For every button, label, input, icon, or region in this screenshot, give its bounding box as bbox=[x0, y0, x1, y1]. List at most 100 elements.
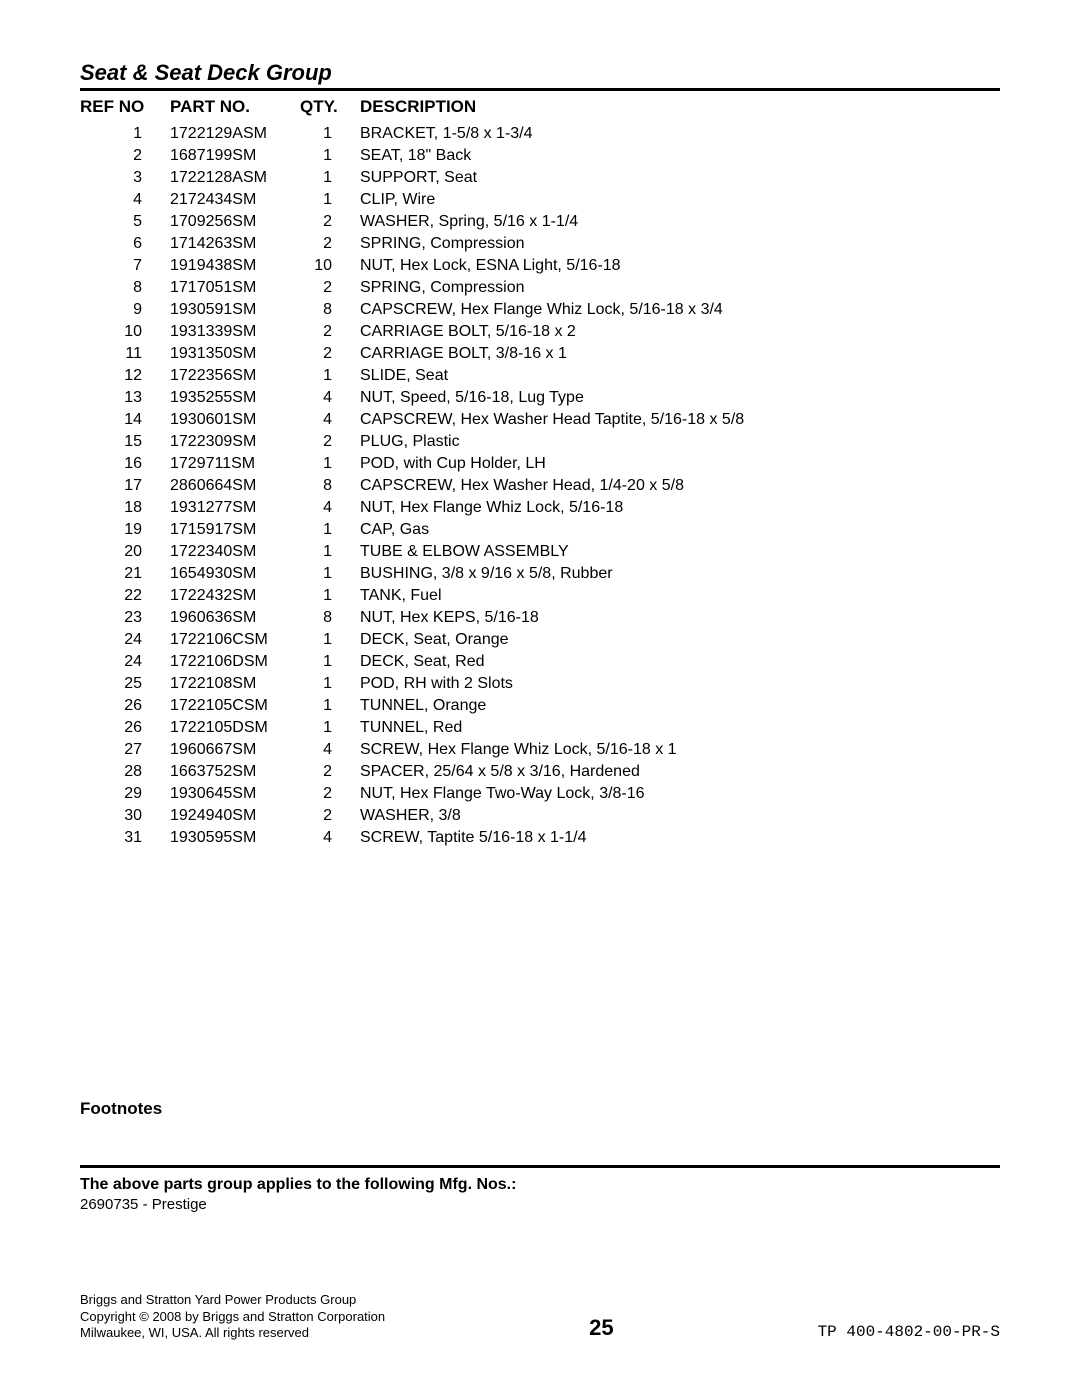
cell-desc: NUT, Hex Lock, ESNA Light, 5/16-18 bbox=[360, 255, 1000, 277]
table-row: 11722129ASM1BRACKET, 1-5/8 x 1-3/4 bbox=[80, 123, 1000, 145]
cell-qty: 8 bbox=[300, 607, 360, 629]
table-row: 181931277SM4NUT, Hex Flange Whiz Lock, 5… bbox=[80, 497, 1000, 519]
cell-desc: CARRIAGE BOLT, 5/16-18 x 2 bbox=[360, 321, 1000, 343]
cell-part: 1924940SM bbox=[170, 805, 300, 827]
cell-desc: SPRING, Compression bbox=[360, 277, 1000, 299]
table-row: 121722356SM1SLIDE, Seat bbox=[80, 365, 1000, 387]
table-row: 261722105DSM1TUNNEL, Red bbox=[80, 717, 1000, 739]
table-row: 31722128ASM1SUPPORT, Seat bbox=[80, 167, 1000, 189]
cell-desc: TUNNEL, Orange bbox=[360, 695, 1000, 717]
cell-part: 1722129ASM bbox=[170, 123, 300, 145]
divider bbox=[80, 1165, 1000, 1168]
cell-qty: 2 bbox=[300, 761, 360, 783]
table-row: 241722106DSM1DECK, Seat, Red bbox=[80, 651, 1000, 673]
cell-qty: 1 bbox=[300, 167, 360, 189]
page-footer: Briggs and Stratton Yard Power Products … bbox=[80, 1292, 1000, 1341]
cell-qty: 2 bbox=[300, 211, 360, 233]
cell-part: 1919438SM bbox=[170, 255, 300, 277]
cell-ref: 14 bbox=[80, 409, 170, 431]
cell-qty: 1 bbox=[300, 189, 360, 211]
table-row: 311930595SM4SCREW, Taptite 5/16-18 x 1-1… bbox=[80, 827, 1000, 849]
cell-part: 1931339SM bbox=[170, 321, 300, 343]
cell-qty: 4 bbox=[300, 739, 360, 761]
cell-ref: 19 bbox=[80, 519, 170, 541]
page-number: 25 bbox=[385, 1315, 817, 1341]
cell-desc: BRACKET, 1-5/8 x 1-3/4 bbox=[360, 123, 1000, 145]
cell-qty: 2 bbox=[300, 783, 360, 805]
cell-qty: 8 bbox=[300, 299, 360, 321]
cell-part: 1722105CSM bbox=[170, 695, 300, 717]
cell-desc: NUT, Hex KEPS, 5/16-18 bbox=[360, 607, 1000, 629]
table-row: 201722340SM1TUBE & ELBOW ASSEMBLY bbox=[80, 541, 1000, 563]
table-row: 21687199SM1SEAT, 18" Back bbox=[80, 145, 1000, 167]
table-row: 271960667SM4SCREW, Hex Flange Whiz Lock,… bbox=[80, 739, 1000, 761]
table-row: 231960636SM8NUT, Hex KEPS, 5/16-18 bbox=[80, 607, 1000, 629]
cell-ref: 25 bbox=[80, 673, 170, 695]
cell-qty: 4 bbox=[300, 497, 360, 519]
cell-desc: CAPSCREW, Hex Washer Head, 1/4-20 x 5/8 bbox=[360, 475, 1000, 497]
cell-ref: 24 bbox=[80, 629, 170, 651]
table-row: 172860664SM8CAPSCREW, Hex Washer Head, 1… bbox=[80, 475, 1000, 497]
cell-part: 1935255SM bbox=[170, 387, 300, 409]
cell-ref: 11 bbox=[80, 343, 170, 365]
table-row: 221722432SM1TANK, Fuel bbox=[80, 585, 1000, 607]
cell-desc: POD, RH with 2 Slots bbox=[360, 673, 1000, 695]
cell-ref: 26 bbox=[80, 695, 170, 717]
cell-ref: 13 bbox=[80, 387, 170, 409]
table-row: 191715917SM1CAP, Gas bbox=[80, 519, 1000, 541]
cell-part: 1715917SM bbox=[170, 519, 300, 541]
cell-ref: 18 bbox=[80, 497, 170, 519]
cell-qty: 2 bbox=[300, 343, 360, 365]
table-row: 51709256SM2WASHER, Spring, 5/16 x 1-1/4 bbox=[80, 211, 1000, 233]
cell-desc: SPACER, 25/64 x 5/8 x 3/16, Hardened bbox=[360, 761, 1000, 783]
cell-qty: 4 bbox=[300, 409, 360, 431]
cell-ref: 16 bbox=[80, 453, 170, 475]
cell-qty: 2 bbox=[300, 277, 360, 299]
cell-part: 1931277SM bbox=[170, 497, 300, 519]
table-row: 91930591SM8CAPSCREW, Hex Flange Whiz Loc… bbox=[80, 299, 1000, 321]
cell-part: 1663752SM bbox=[170, 761, 300, 783]
cell-desc: DECK, Seat, Orange bbox=[360, 629, 1000, 651]
table-row: 61714263SM2SPRING, Compression bbox=[80, 233, 1000, 255]
cell-ref: 2 bbox=[80, 145, 170, 167]
table-row: 141930601SM4CAPSCREW, Hex Washer Head Ta… bbox=[80, 409, 1000, 431]
cell-desc: TUBE & ELBOW ASSEMBLY bbox=[360, 541, 1000, 563]
cell-qty: 1 bbox=[300, 695, 360, 717]
table-row: 151722309SM2PLUG, Plastic bbox=[80, 431, 1000, 453]
cell-part: 1687199SM bbox=[170, 145, 300, 167]
table-header: REF NO PART NO. QTY. DESCRIPTION bbox=[80, 93, 1000, 123]
cell-ref: 10 bbox=[80, 321, 170, 343]
table-row: 71919438SM10NUT, Hex Lock, ESNA Light, 5… bbox=[80, 255, 1000, 277]
cell-part: 1654930SM bbox=[170, 563, 300, 585]
cell-qty: 1 bbox=[300, 453, 360, 475]
cell-ref: 7 bbox=[80, 255, 170, 277]
cell-part: 1722432SM bbox=[170, 585, 300, 607]
mfg-number: 2690735 - Prestige bbox=[80, 1196, 1000, 1213]
col-header-part: PART NO. bbox=[170, 97, 300, 117]
cell-qty: 1 bbox=[300, 673, 360, 695]
footer-location: Milwaukee, WI, USA. All rights reserved bbox=[80, 1325, 385, 1341]
table-row: 291930645SM2NUT, Hex Flange Two-Way Lock… bbox=[80, 783, 1000, 805]
cell-desc: NUT, Hex Flange Whiz Lock, 5/16-18 bbox=[360, 497, 1000, 519]
table-row: 261722105CSM1TUNNEL, Orange bbox=[80, 695, 1000, 717]
cell-part: 1722106DSM bbox=[170, 651, 300, 673]
cell-qty: 1 bbox=[300, 541, 360, 563]
cell-desc: TUNNEL, Red bbox=[360, 717, 1000, 739]
applies-label: The above parts group applies to the fol… bbox=[80, 1176, 1000, 1194]
cell-ref: 26 bbox=[80, 717, 170, 739]
cell-ref: 15 bbox=[80, 431, 170, 453]
cell-ref: 21 bbox=[80, 563, 170, 585]
footer-left: Briggs and Stratton Yard Power Products … bbox=[80, 1292, 385, 1341]
table-row: 241722106CSM1DECK, Seat, Orange bbox=[80, 629, 1000, 651]
cell-part: 1709256SM bbox=[170, 211, 300, 233]
table-row: 111931350SM2CARRIAGE BOLT, 3/8-16 x 1 bbox=[80, 343, 1000, 365]
cell-desc: SPRING, Compression bbox=[360, 233, 1000, 255]
cell-qty: 2 bbox=[300, 233, 360, 255]
table-row: 161729711SM1POD, with Cup Holder, LH bbox=[80, 453, 1000, 475]
cell-part: 1722106CSM bbox=[170, 629, 300, 651]
cell-qty: 1 bbox=[300, 629, 360, 651]
cell-part: 1930645SM bbox=[170, 783, 300, 805]
cell-part: 1717051SM bbox=[170, 277, 300, 299]
cell-part: 2172434SM bbox=[170, 189, 300, 211]
cell-part: 1722108SM bbox=[170, 673, 300, 695]
